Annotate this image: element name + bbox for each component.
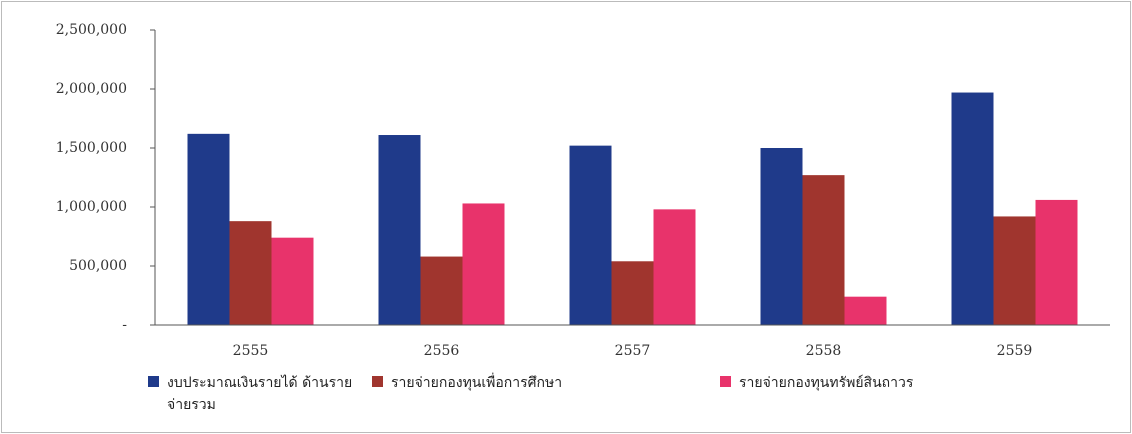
x-tick-label: 2559 bbox=[997, 343, 1033, 359]
bar bbox=[421, 257, 463, 325]
x-tick-label: 2558 bbox=[806, 343, 842, 359]
legend-label: รายจ่ายกองทุนทรัพย์สินถาวร bbox=[739, 372, 913, 394]
legend-item: รายจ่ายกองทุนเพื่อการศึกษา bbox=[372, 372, 562, 394]
y-tick-label: 500,000 bbox=[69, 258, 127, 274]
bar bbox=[272, 238, 314, 325]
x-tick-label: 2557 bbox=[615, 343, 651, 359]
y-tick-label: 1,000,000 bbox=[56, 199, 127, 215]
chart-container: - 500,000 1,000,000 1,500,000 2,000,000 2,500… bbox=[0, 0, 1132, 434]
legend-swatch bbox=[148, 376, 159, 387]
y-tick-label: 2,000,000 bbox=[56, 81, 127, 97]
legend-swatch bbox=[720, 376, 731, 387]
legend-label: รายจ่ายกองทุนเพื่อการศึกษา bbox=[391, 372, 562, 394]
bar bbox=[612, 261, 654, 325]
bar bbox=[845, 297, 887, 325]
legend-swatch bbox=[372, 376, 383, 387]
legend-item: งบประมาณเงินรายได้ ด้านรายจ่ายรวม bbox=[148, 372, 363, 416]
bar bbox=[803, 175, 845, 325]
legend-item: รายจ่ายกองทุนทรัพย์สินถาวร bbox=[720, 372, 913, 394]
bar bbox=[654, 209, 696, 325]
bar bbox=[188, 134, 230, 325]
y-tick-label: 1,500,000 bbox=[56, 140, 127, 156]
x-tick-label: 2555 bbox=[233, 343, 269, 359]
bar bbox=[952, 93, 994, 325]
bar bbox=[463, 203, 505, 325]
bar bbox=[379, 135, 421, 325]
legend: งบประมาณเงินรายได้ ด้านรายจ่ายรวม รายจ่าย… bbox=[148, 372, 1108, 428]
x-tick-label: 2556 bbox=[424, 343, 460, 359]
bar bbox=[994, 216, 1036, 325]
y-tick-label: 2,500,000 bbox=[56, 22, 127, 38]
legend-label: งบประมาณเงินรายได้ ด้านรายจ่ายรวม bbox=[167, 372, 363, 416]
bar bbox=[230, 221, 272, 325]
chart: - 500,000 1,000,000 1,500,000 2,000,000 2,500… bbox=[0, 0, 1132, 434]
y-tick-label: - bbox=[122, 317, 127, 333]
bar bbox=[761, 148, 803, 325]
bar bbox=[570, 146, 612, 325]
bar bbox=[1036, 200, 1078, 325]
